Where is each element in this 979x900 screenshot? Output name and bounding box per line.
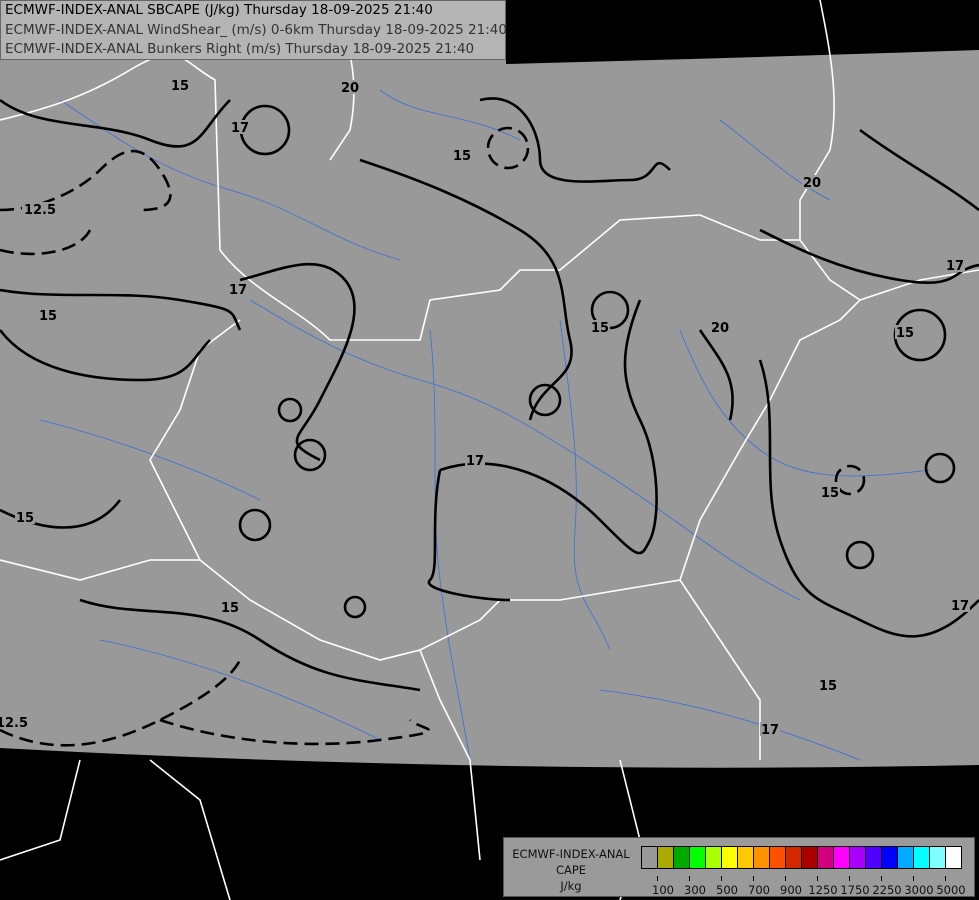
contour-label: 15: [896, 326, 914, 341]
contour-label-bg: [945, 258, 965, 272]
legend-swatch: [866, 847, 882, 868]
legend-tick: [881, 876, 882, 881]
legend-swatch: [850, 847, 866, 868]
title-box: ECMWF-INDEX-ANAL SBCAPE (J/kg) Thursday …: [0, 0, 507, 60]
contour-label-bg: [220, 600, 240, 614]
contour-label: 17: [951, 599, 969, 614]
contours-dashed: [0, 126, 866, 747]
contour-label-bg: [710, 320, 730, 334]
legend-swatch: [674, 847, 690, 868]
contour-label: 17: [229, 283, 247, 298]
legend-swatch: [690, 847, 706, 868]
legend-tick-label: 100: [652, 883, 674, 897]
contour-label-bg: [760, 722, 780, 736]
contour-label-bg: [950, 598, 970, 612]
title-line-bunkers: ECMWF-INDEX-ANAL Bunkers Right (m/s) Thu…: [5, 41, 475, 57]
legend-swatch: [738, 847, 754, 868]
contour-label: 12.5: [24, 203, 56, 218]
contour-label: 12.5: [0, 716, 28, 731]
legend-swatch: [930, 847, 946, 868]
legend-title: ECMWF-INDEX-ANAL CAPE J/kg: [508, 846, 634, 894]
rivers: [39, 89, 931, 761]
contour-label: 15: [16, 511, 34, 526]
contour-label: 15: [221, 601, 239, 616]
contour-label-bg: [38, 308, 58, 322]
legend-tick: [721, 876, 722, 881]
contour-label-bg: [230, 120, 250, 134]
contour-label: 15: [453, 149, 471, 164]
legend-tick: [817, 876, 818, 881]
contour-label: 17: [231, 121, 249, 136]
contour-label-bg: [452, 148, 472, 162]
contour-labels: 15 17 20 12.5 15 17 15 15 17 20 15 20 17 15 15 17 15 17 15…: [0, 78, 970, 738]
legend-swatch: [706, 847, 722, 868]
contour-label-bg: [340, 80, 360, 94]
legend-swatch: [722, 847, 738, 868]
contour-label-bg: [465, 453, 485, 467]
contours: [0, 97, 979, 692]
legend-title-model: ECMWF-INDEX-ANAL: [512, 847, 630, 861]
contour-label-bg: [15, 510, 35, 524]
legend-colorbar: [641, 846, 962, 869]
legend-tick-label: 1750: [840, 883, 870, 897]
contour-label: 15: [821, 486, 839, 501]
legend-swatch: [946, 847, 961, 868]
legend-tick: [657, 876, 658, 881]
legend-swatch: [754, 847, 770, 868]
contour-label-bg: [820, 485, 840, 499]
contour-label-bg: [590, 320, 610, 334]
legend-tick-label: 300: [684, 883, 706, 897]
legend-swatch: [658, 847, 674, 868]
contour-label-bg: [802, 175, 822, 189]
legend-tick-label: 2250: [872, 883, 902, 897]
legend-tick-label: 5000: [936, 883, 966, 897]
legend-tick: [753, 876, 754, 881]
contour-label: 20: [803, 176, 821, 191]
legend-tick-label: 3000: [904, 883, 934, 897]
legend-swatch: [642, 847, 658, 868]
contour-label-bg: [170, 78, 190, 92]
legend-tick: [849, 876, 850, 881]
contour-label-bg: [228, 282, 248, 296]
legend-swatch: [802, 847, 818, 868]
contour-label-bg: [22, 202, 58, 216]
legend-tick-label: 700: [748, 883, 770, 897]
legend-tick-label: 500: [716, 883, 738, 897]
legend-tick-label: 900: [780, 883, 802, 897]
contour-label-bg: [895, 325, 915, 339]
legend-tick-label: 1250: [808, 883, 838, 897]
legend-tick: [785, 876, 786, 881]
legend-swatch: [898, 847, 914, 868]
legend-tick: [945, 876, 946, 881]
title-line-sbcape: ECMWF-INDEX-ANAL SBCAPE (J/kg) Thursday …: [5, 2, 433, 18]
contour-label: 17: [761, 723, 779, 738]
legend-ticks: 100 300 500 700 900 1250 1750 2250 3000 5000: [641, 876, 971, 897]
legend-swatch: [882, 847, 898, 868]
contour-label: 20: [711, 321, 729, 336]
legend-swatch: [770, 847, 786, 868]
legend-tick: [689, 876, 690, 881]
legend-swatch: [914, 847, 930, 868]
contour-label: 20: [341, 81, 359, 96]
legend-title-unit: J/kg: [560, 879, 582, 893]
legend-title-variable: CAPE: [555, 863, 587, 877]
legend-tick: [913, 876, 914, 881]
contour-label: 17: [466, 454, 484, 469]
legend-swatch: [818, 847, 834, 868]
legend-swatch: [834, 847, 850, 868]
contour-label: 15: [819, 679, 837, 694]
contour-label-bg: [818, 678, 838, 692]
contour-label: 15: [39, 309, 57, 324]
contour-label: 15: [591, 321, 609, 336]
title-line-windshear: ECMWF-INDEX-ANAL WindShear_ (m/s) 0-6km …: [5, 21, 507, 38]
contour-label: 15: [171, 79, 189, 94]
model-domain: [0, 0, 979, 768]
legend-swatch: [786, 847, 802, 868]
color-legend: ECMWF-INDEX-ANAL CAPE J/kg 100 300 500 700 9…: [503, 837, 975, 897]
contour-label: 17: [946, 259, 964, 274]
contour-label-bg: [0, 715, 30, 729]
